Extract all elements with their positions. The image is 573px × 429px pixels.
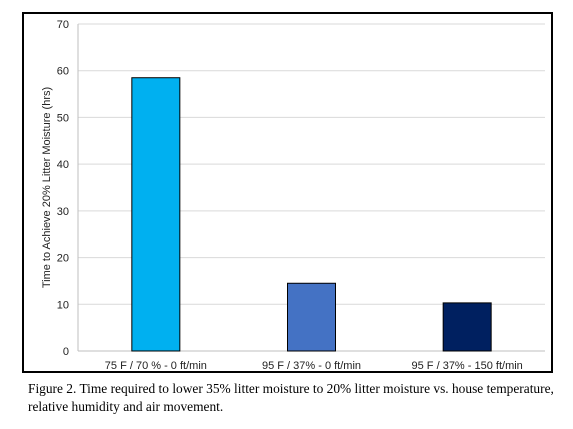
bar <box>442 302 492 352</box>
bar <box>287 282 336 352</box>
x-tick-labels: 75 F / 70 % - 0 ft/min 95 F / 37% - 0 ft/… <box>105 360 523 372</box>
x-tick-label: 95 F / 37% - 150 ft/min <box>412 360 523 372</box>
y-tick-label: 50 <box>57 112 69 124</box>
y-tick-label: 20 <box>57 253 69 265</box>
x-tick-label: 95 F / 37% - 0 ft/min <box>262 360 361 372</box>
y-tick-label: 30 <box>57 206 69 218</box>
figure-caption: Figure 2. Time required to lower 35% lit… <box>28 381 554 414</box>
bar <box>131 77 181 352</box>
y-tick-labels: 0 10 20 30 40 50 60 70 <box>57 19 69 358</box>
y-tick-label: 40 <box>57 159 69 171</box>
y-tick-label: 0 <box>63 346 69 358</box>
x-tick-label: 75 F / 70 % - 0 ft/min <box>105 360 207 372</box>
y-tick-label: 10 <box>57 299 69 311</box>
y-axis-title: Time to Achieve 20% Litter Moisture (hrs… <box>41 87 53 288</box>
y-tick-label: 60 <box>57 66 69 78</box>
bars <box>131 77 492 352</box>
y-tick-label: 70 <box>57 19 69 31</box>
